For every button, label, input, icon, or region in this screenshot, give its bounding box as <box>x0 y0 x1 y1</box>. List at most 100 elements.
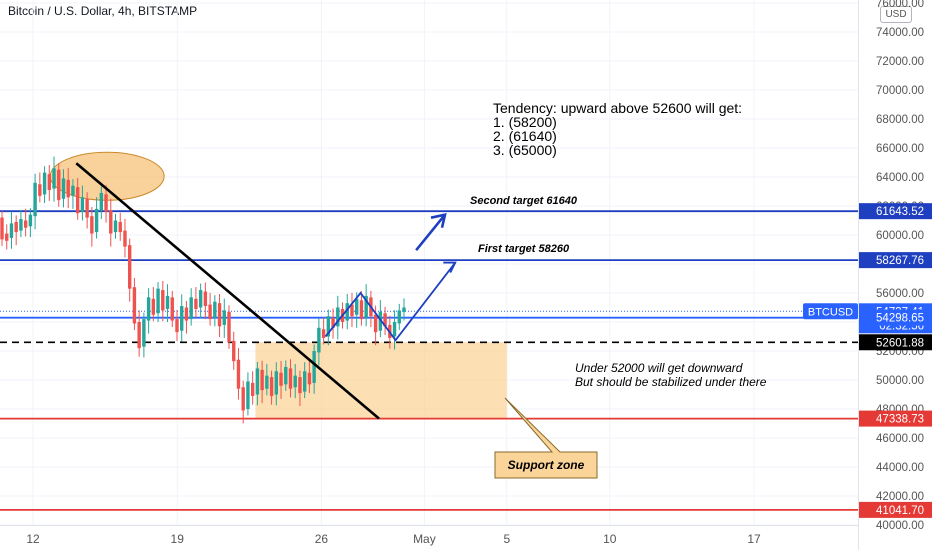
candle <box>355 298 359 315</box>
symbol-label: BTCUSD <box>808 306 853 318</box>
candle <box>170 297 174 321</box>
candle <box>19 219 23 231</box>
candle <box>293 375 297 388</box>
candle <box>151 298 156 315</box>
tendency-note: 1. (58200) <box>493 114 557 130</box>
projection-path <box>324 262 457 342</box>
candle <box>250 382 255 396</box>
candle <box>99 192 104 211</box>
tendency-note: 2. (61640) <box>493 128 557 144</box>
candle <box>392 322 397 337</box>
candle <box>5 233 9 241</box>
candle <box>161 290 165 311</box>
candle <box>80 197 85 212</box>
candle <box>132 287 137 324</box>
candle <box>9 223 14 238</box>
x-tick-label: 19 <box>171 532 185 546</box>
candle <box>378 311 383 331</box>
chart-title: Bitcoin / U.S. Dollar, 4h, BITSTAMP <box>8 4 198 18</box>
level-price-tag <box>859 252 932 269</box>
candle <box>402 307 406 312</box>
drawings <box>75 162 457 420</box>
candle <box>288 368 293 389</box>
candle <box>113 220 118 233</box>
second-target-label: Second target 61640 <box>470 195 578 207</box>
candle <box>307 372 312 385</box>
candle <box>260 369 264 391</box>
zones <box>49 151 507 419</box>
candle <box>331 317 335 328</box>
downward-note: But should be stabilized under there <box>575 375 767 389</box>
y-tick-label: 68000.00 <box>876 114 924 126</box>
candle <box>217 303 222 327</box>
candle <box>142 319 146 347</box>
tendency-note: Tendency: upward above 52600 will get: <box>493 100 742 116</box>
candle <box>184 307 189 321</box>
candle <box>165 295 170 309</box>
level-price-label: 41041.70 <box>876 505 924 517</box>
y-tick-label: 42000.00 <box>876 491 924 503</box>
candle <box>208 304 212 320</box>
candle <box>269 377 274 396</box>
candle <box>94 208 99 233</box>
tendency-note: 3. (65000) <box>493 142 557 158</box>
candle <box>52 168 56 189</box>
candle <box>336 307 340 327</box>
y-tick-label: 60000.00 <box>876 230 924 242</box>
candle <box>85 198 89 218</box>
candle <box>57 169 61 201</box>
candle <box>298 377 302 394</box>
price-axis: 40000.0042000.0044000.0046000.0048000.00… <box>803 0 932 550</box>
candle <box>312 351 316 383</box>
candle <box>359 300 364 320</box>
candle <box>47 174 51 191</box>
level-price-label: 61643.52 <box>876 206 924 218</box>
candle <box>373 314 378 333</box>
level-price-tag <box>859 334 932 351</box>
candle <box>118 221 122 233</box>
candle <box>123 230 127 247</box>
x-tick-label: 5 <box>503 532 510 546</box>
candle <box>90 216 94 234</box>
y-tick-label: 40000.00 <box>876 520 924 532</box>
candle <box>350 304 354 317</box>
symbol-tag <box>803 303 858 320</box>
candle <box>326 316 331 337</box>
y-tick-label: 72000.00 <box>876 56 924 68</box>
candle <box>146 297 151 321</box>
candle <box>284 366 288 385</box>
level-price-label: 58267.76 <box>876 255 924 267</box>
candle <box>127 245 132 289</box>
candle <box>194 298 198 309</box>
candle <box>38 184 42 196</box>
candle <box>0 217 4 240</box>
support-zone-callout <box>494 397 598 479</box>
y-tick-label: 64000.00 <box>876 172 924 184</box>
candle <box>203 291 208 307</box>
candle <box>364 295 368 318</box>
candle <box>71 185 75 196</box>
y-tick-label: 74000.00 <box>876 27 924 39</box>
candle <box>104 194 108 212</box>
candle <box>345 303 349 321</box>
candle <box>109 210 113 234</box>
candle <box>14 221 18 233</box>
candle <box>66 179 70 198</box>
level-price-label: 47338.73 <box>876 414 924 426</box>
support-zone-rect <box>255 342 507 419</box>
currency-button[interactable]: USD <box>880 6 912 23</box>
candle <box>28 214 33 227</box>
candle <box>33 182 37 217</box>
level-price-tag <box>859 410 932 427</box>
candle <box>232 340 236 362</box>
candle <box>222 310 226 325</box>
target-arrowhead <box>430 213 447 228</box>
y-tick-label: 76000.00 <box>876 0 924 10</box>
first-target-label: First target 58260 <box>478 243 570 255</box>
candle <box>236 359 241 389</box>
candle <box>227 311 231 343</box>
x-tick-label: 26 <box>315 532 329 546</box>
candle <box>274 371 279 395</box>
y-tick-label: 46000.00 <box>876 433 924 445</box>
